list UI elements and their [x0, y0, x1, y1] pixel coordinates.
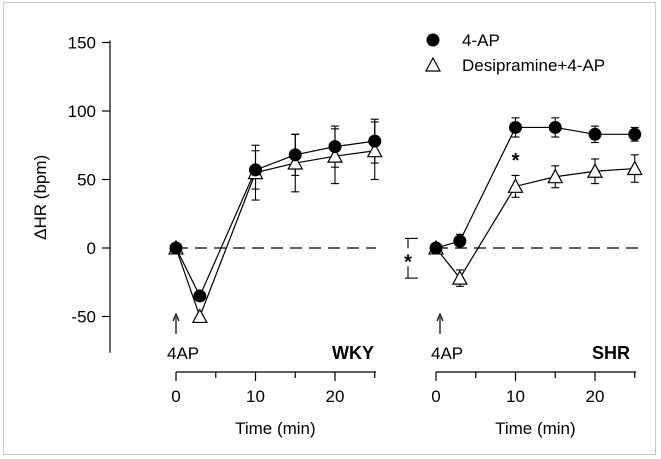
data-point-circle [628, 127, 642, 141]
x-axis-label: Time (min) [495, 419, 576, 438]
bracket-gap [401, 248, 415, 267]
arrow-label: 4AP [431, 344, 463, 363]
data-point-circle [429, 241, 443, 255]
significance-star: * [197, 289, 204, 306]
data-point-circle [453, 234, 467, 248]
significance-star: * [372, 134, 379, 151]
arrow-label: 4AP [167, 344, 199, 363]
significance-star: * [404, 251, 412, 273]
data-point-circle [193, 289, 207, 303]
panel-title: SHR [592, 343, 630, 363]
y-tick-label: 100 [68, 102, 96, 121]
x-tick-label: 0 [171, 387, 180, 406]
legend-label: Desipramine+4-AP [462, 56, 605, 75]
x-tick-label: 10 [506, 387, 525, 406]
data-point-triangle [326, 147, 344, 163]
data-point-triangle [547, 168, 564, 184]
y-tick-label: 50 [77, 171, 96, 190]
y-tick-label: 150 [68, 34, 96, 53]
data-point-triangle [287, 154, 304, 170]
x-tick-label: 20 [586, 387, 605, 406]
y-tick-label: 0 [87, 239, 96, 258]
data-point-circle [368, 134, 382, 148]
data-point-triangle [366, 142, 383, 158]
arrow-head-icon [436, 312, 444, 322]
x-tick-label: 20 [326, 387, 345, 406]
legend-label: 4-AP [462, 31, 500, 50]
data-point-triangle [191, 308, 208, 324]
y-axis-label: ΔHR (bpm) [31, 155, 50, 240]
data-point-circle [548, 120, 562, 134]
significance-star: * [632, 127, 639, 144]
data-point-circle [169, 241, 183, 255]
y-tick-label: -50 [71, 308, 96, 327]
legend-marker-triangle [424, 56, 442, 72]
arrow-head-icon [172, 312, 180, 322]
data-point-circle [328, 140, 342, 154]
x-tick-label: 10 [246, 387, 265, 406]
data-point-circle [588, 127, 602, 141]
data-point-triangle [507, 178, 524, 193]
significance-star: * [512, 150, 520, 172]
figure-frame [3, 2, 656, 455]
data-point-triangle [451, 269, 468, 285]
data-point-circle [249, 163, 262, 177]
series-line [175, 150, 375, 319]
series-line [435, 126, 635, 249]
series-line [435, 167, 635, 280]
panel-title: WKY [332, 343, 374, 363]
data-point-circle [288, 148, 302, 162]
x-tick-label: 0 [431, 387, 440, 406]
legend-marker-circle [426, 33, 440, 47]
data-point-circle [509, 120, 522, 134]
x-axis-label: Time (min) [235, 419, 316, 438]
series-line [175, 140, 375, 298]
data-point-triangle [626, 160, 643, 176]
data-point-triangle [586, 163, 604, 178]
